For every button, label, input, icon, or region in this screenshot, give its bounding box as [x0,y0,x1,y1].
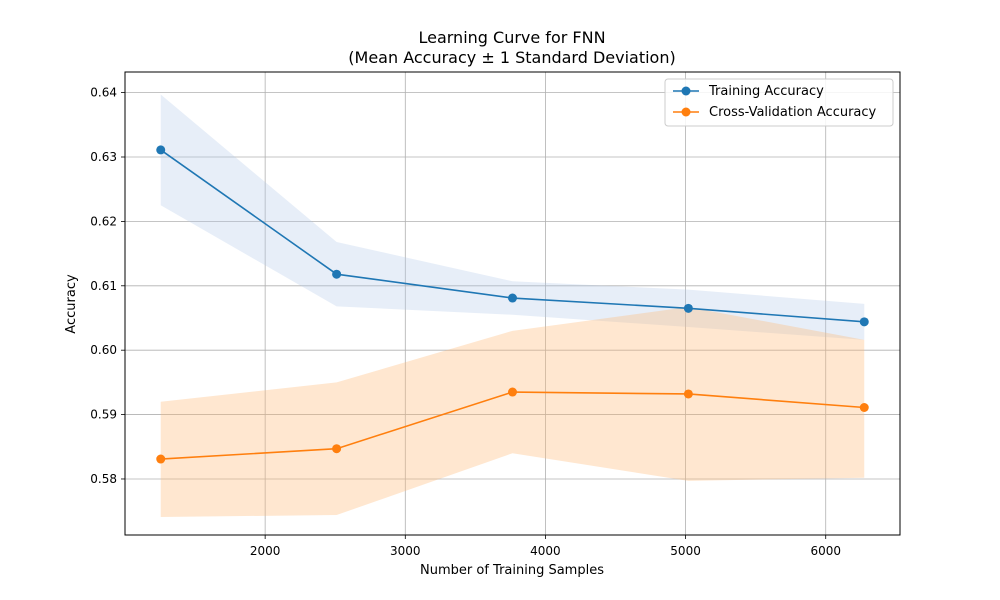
x-tick-label: 5000 [670,544,701,558]
x-tick-label: 3000 [390,544,421,558]
cross-validation-data-point [156,454,166,464]
training-data-point [508,293,517,303]
plot-area-frame [124,71,901,536]
y-tick-label: 0.59 [90,408,117,422]
legend-marker-cv [681,107,691,117]
y-axis-label: Accuracy [64,274,79,334]
cross-validation-data-point [508,387,517,397]
x-tick-label: 2000 [250,544,281,558]
chart-title: Learning Curve for FNN [418,28,605,47]
y-tick-label: 0.62 [90,214,117,228]
y-tick-label: 0.60 [90,343,117,357]
grid-lines [125,72,900,535]
training-data-point [332,269,342,279]
legend: Training Accuracy Cross-Validation Accur… [664,78,894,127]
series-markers [156,145,869,464]
cross-validation-data-point [859,402,869,412]
legend-marker-training [681,86,691,96]
y-tick-label: 0.61 [90,279,117,293]
cross-validation-data-point [332,444,342,454]
x-tick-label: 4000 [530,544,561,558]
legend-label-training: Training Accuracy [708,84,824,99]
training-data-point [859,317,869,327]
chart-subtitle: (Mean Accuracy ± 1 Standard Deviation) [348,48,675,67]
legend-box [664,78,894,127]
x-tick-label: 6000 [810,544,841,558]
cross-validation-std-band [160,307,865,517]
x-axis-label: Number of Training Samples [420,563,604,578]
cross-validation-data-point [683,389,693,399]
y-tick-label: 0.63 [90,150,117,164]
y-axis-ticks: 0.58 0.59 0.60 0.61 0.62 0.63 0.64 [90,86,125,486]
y-tick-label: 0.64 [90,86,117,100]
legend-label-cv: Cross-Validation Accuracy [709,105,877,120]
training-data-point [683,303,693,313]
y-tick-label: 0.58 [90,472,117,486]
x-axis-ticks: 2000 3000 4000 5000 6000 [250,535,841,558]
training-data-point [156,145,166,155]
